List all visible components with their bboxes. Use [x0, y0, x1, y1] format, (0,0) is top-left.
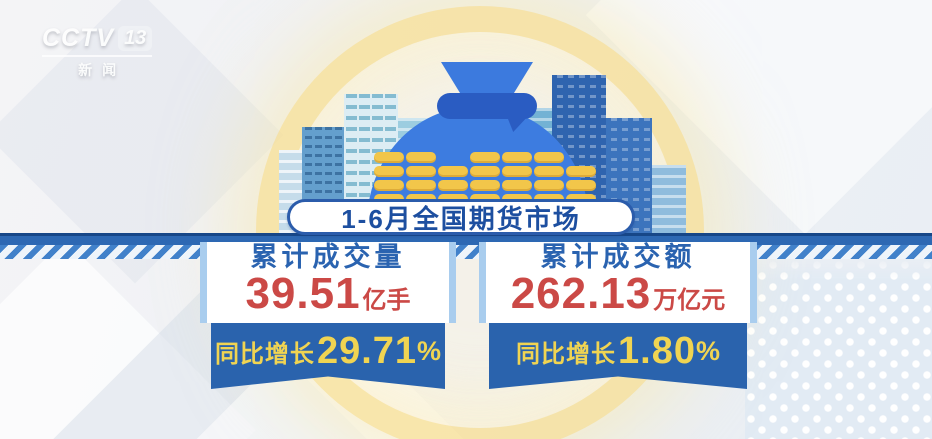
- growth-percent-sign: %: [417, 335, 442, 366]
- cctv-watermark-logo: CCTV 13 新闻: [42, 24, 153, 80]
- growth-value: 1.80: [618, 329, 696, 372]
- stat-card-volume: 累计成交量 39.51 亿手: [200, 242, 456, 323]
- stat-unit: 万亿元: [653, 287, 726, 314]
- divider-stripes: [0, 245, 932, 259]
- cctv-logo-row: CCTV 13: [42, 24, 153, 57]
- cctv-subtitle: 新闻: [78, 62, 127, 78]
- stat-unit: 亿手: [362, 287, 411, 314]
- growth-percent-sign: %: [695, 335, 720, 366]
- coin-stack: [502, 152, 532, 205]
- stat-card-turnover: 累计成交额 262.13 万亿元: [479, 242, 757, 323]
- growth-value: 29.71: [316, 329, 418, 372]
- stat-label: 累计成交量: [250, 242, 406, 272]
- coin-stack: [470, 152, 500, 205]
- building: [652, 165, 686, 233]
- coin-stack: [406, 152, 436, 205]
- cctv-channel-badge: 13: [118, 26, 153, 51]
- stat-value: 39.51: [245, 269, 361, 318]
- cctv-brand-text: CCTV: [42, 24, 115, 52]
- growth-ribbon-volume: 同比增长 29.71 %: [211, 323, 445, 389]
- stat-value-row: 39.51 亿手: [245, 272, 410, 323]
- stat-value-row: 262.13 万亿元: [511, 272, 726, 323]
- bg-dot-pattern: [745, 259, 932, 439]
- coin-stack: [534, 152, 564, 205]
- title-text: 1-6月全国期货市场: [341, 203, 581, 234]
- stat-value: 262.13: [510, 269, 652, 318]
- page-title: 1-6月全国期货市场: [287, 199, 635, 235]
- growth-label: 同比增长: [214, 340, 315, 368]
- growth-label: 同比增长: [516, 340, 616, 368]
- stat-label: 累计成交额: [540, 242, 696, 272]
- coin-stack: [374, 152, 404, 205]
